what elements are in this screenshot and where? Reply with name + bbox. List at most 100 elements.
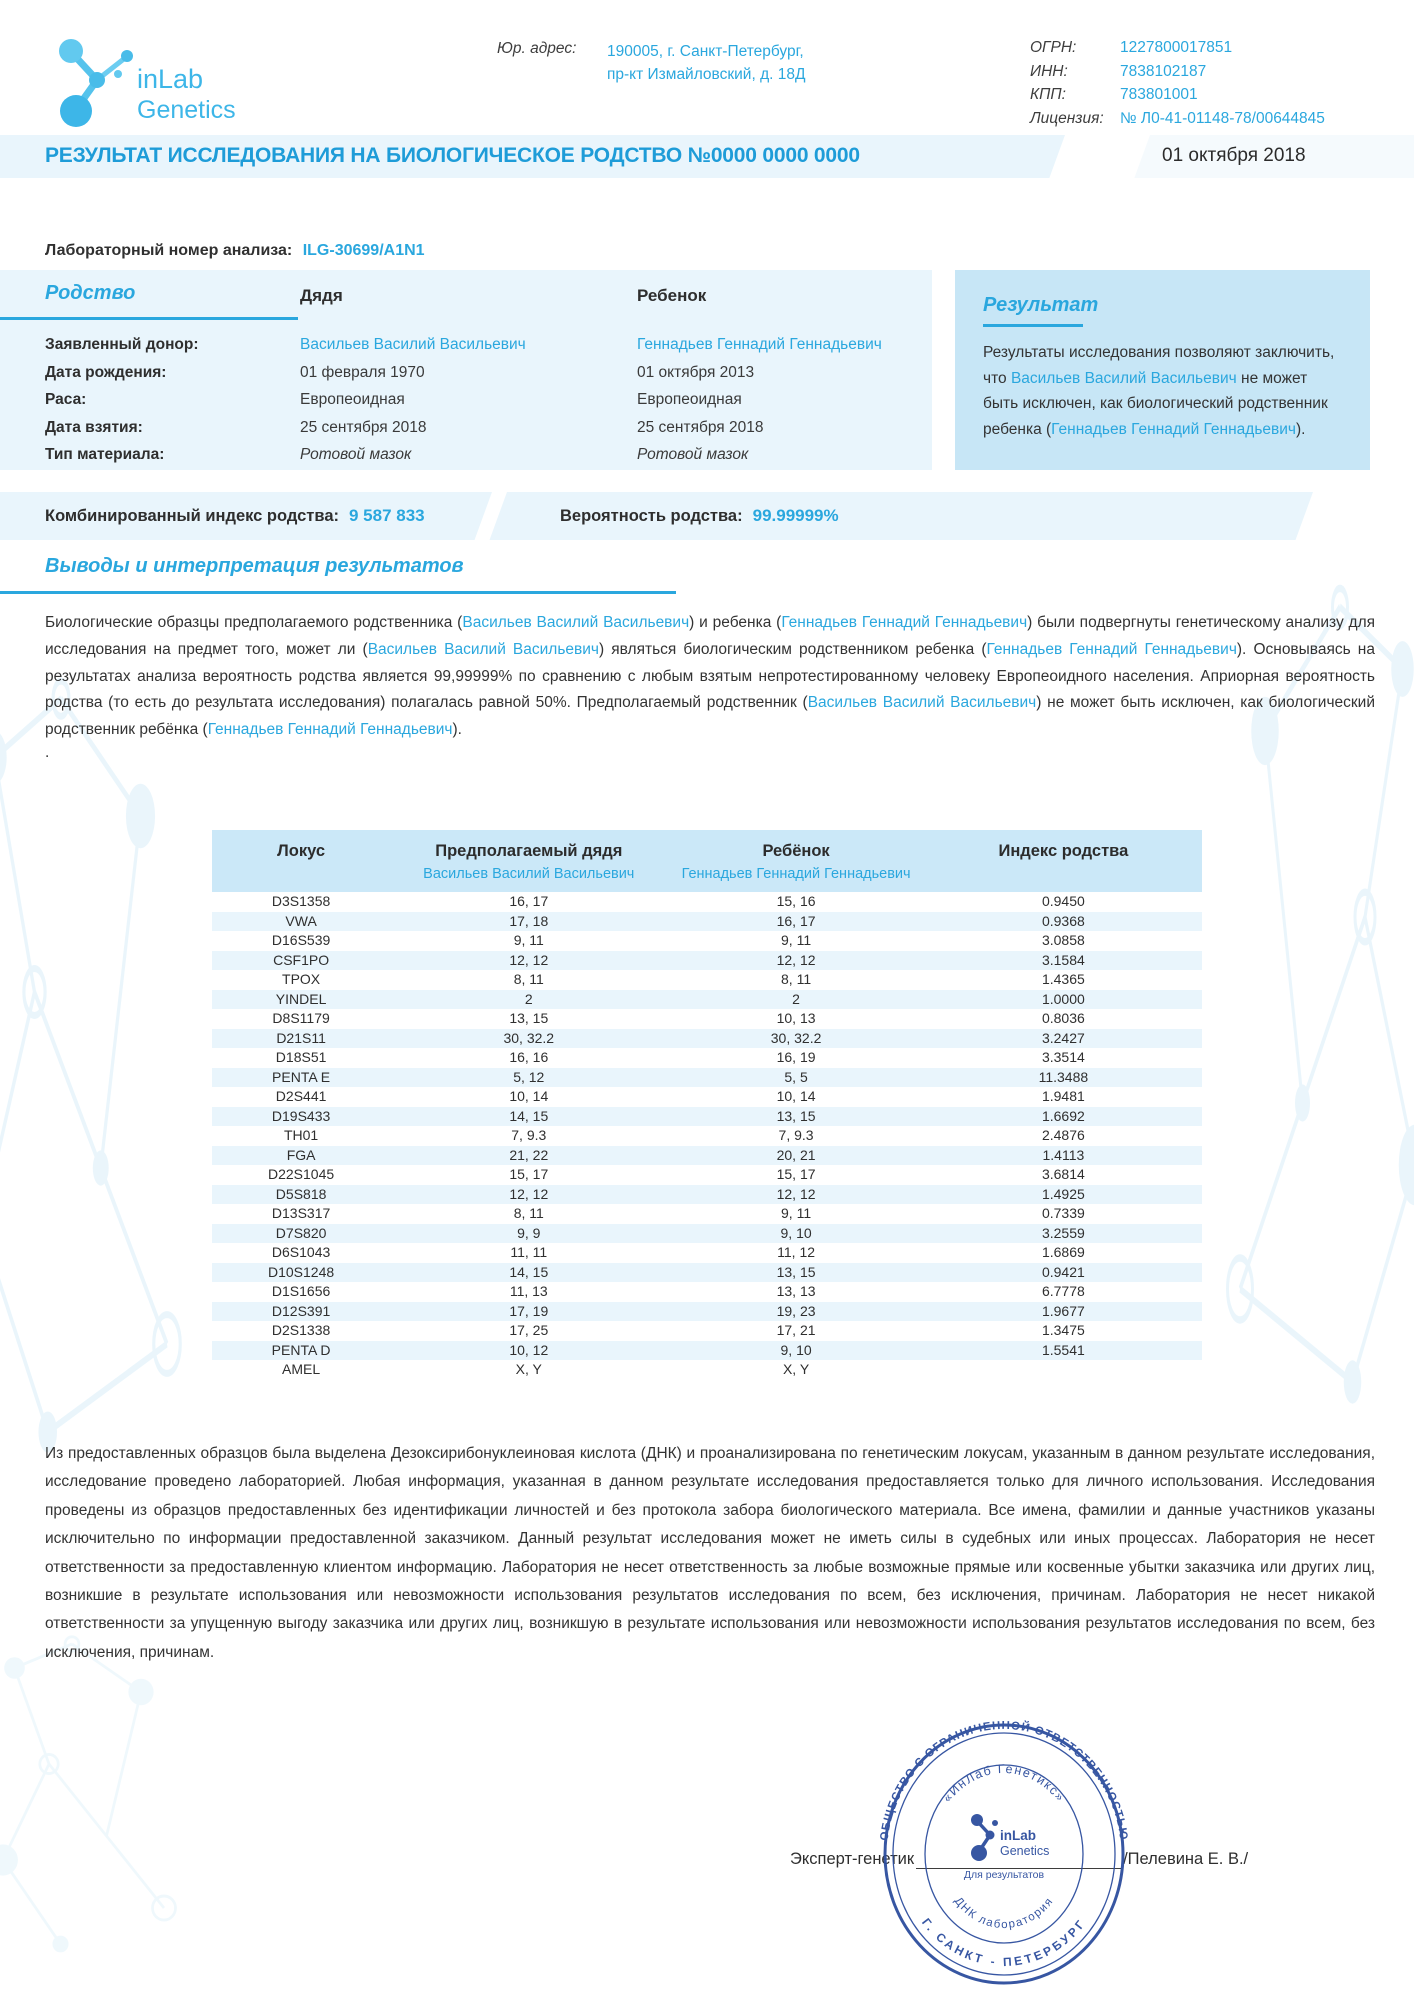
company-stamp: ОБЩЕСТВО С ОГРАНИЧЕННОЙ ОТВЕТСТВЕННОСТЬЮ… [879,1720,1128,1985]
table-row: TPOX 8, 11 8, 11 1.4365 [212,970,1202,990]
text-segment: ) были подвергнуты генетическому анализу… [45,614,1376,658]
disclaimer-paragraph: Из предоставленных образцов была выделен… [45,1445,1375,1661]
stray-period: . [45,744,50,761]
table-cell: 3.2427 [1041,1029,1085,1046]
table-cell: 15, 16 [776,893,816,909]
table-cell: 5, 12 [513,1068,545,1085]
text-segment: Результаты исследования позволяют заключ… [983,344,1335,387]
text-segment: Биологические образцы предполагаемого ро… [45,614,463,631]
table-row: D10S1248 14, 15 13, 15 0.9421 [212,1262,1202,1282]
uncle-collection-date: 25 сентября 2018 [300,418,427,436]
combined-index-value: 9 587 833 [349,506,425,525]
table-row: D12S391 17, 19 19, 23 1.9677 [212,1301,1202,1321]
signature-name: /Пелевина Е. В./ [1123,1850,1249,1868]
table-cell: 17, 18 [509,912,549,929]
document-title: РЕЗУЛЬТАТ ИССЛЕДОВАНИЯ НА БИОЛОГИЧЕСКОЕ … [45,144,860,167]
text-segment: ) и ребенка ( [689,614,782,631]
table-row: D19S433 14, 15 13, 15 1.6692 [212,1106,1202,1126]
table-row: D8S1179 13, 15 10, 13 0.8036 [212,1009,1202,1029]
kpp-value: 783801001 [1120,86,1198,103]
table-row: TH01 7, 9.3 7, 9.3 2.4876 [212,1126,1202,1146]
table-cell: D5S818 [275,1185,327,1202]
table-cell: 13, 13 [776,1283,816,1299]
table-cell: 11, 11 [510,1244,548,1260]
row-label: Тип материала: [45,446,165,463]
table-row: VWA 17, 18 16, 17 0.9368 [212,911,1202,931]
svg-text:ДНК лаборатория: ДНК лаборатория [952,1895,1056,1931]
child-name: Геннадьев Геннадий Геннадьевич [637,336,882,353]
company-legal-info: ОГРН: 1227800017851 ИНН: 7838102187 КПП:… [1030,36,1325,130]
child-details: Геннадьев Геннадий Геннадьевич 01 октябр… [637,331,882,469]
svg-text:Genetics: Genetics [1000,1844,1049,1858]
table-row: CSF1PO 12, 12 12, 12 3.1584 [212,950,1202,970]
str-loci-table: Локус Предполагаемый дядя Васильев Васил… [212,830,1202,1380]
table-cell: 16, 17 [509,893,549,909]
table-cell: 20, 21 [776,1146,816,1163]
table-cell: 17, 25 [509,1322,549,1338]
table-cell: D22S1045 [268,1166,335,1182]
table-cell: 0.7339 [1041,1205,1085,1221]
table-cell: 8, 11 [513,971,544,987]
text-segment: ) являться биологическим родственником р… [599,640,987,658]
conclusions-paragraph: Биологические образцы предполагаемого ро… [45,610,1375,744]
result-panel: Результат Результаты исследования позвол… [955,270,1370,470]
license-value: № Л0-41-01148-78/00644845 [1120,109,1325,127]
table-cell: 11.3488 [1038,1068,1089,1085]
table-row: D21S11 30, 32.2 30, 32.2 3.2427 [212,1028,1202,1048]
child-genotype-column-header: Ребёнок Геннадьев Геннадий Геннадьевич [667,830,925,892]
table-cell: D2S441 [275,1088,327,1104]
table-cell: 1.5541 [1041,1341,1085,1358]
uncle-race: Европеоидная [300,391,405,408]
table-cell: D13S317 [271,1205,331,1221]
table-cell: 8, 11 [513,1205,544,1221]
result-heading: Результат [983,294,1099,316]
person-name: Геннадьев Геннадий Геннадьевич [1051,420,1296,438]
table-cell: 15, 17 [509,1166,549,1182]
table-cell: X, Y [782,1361,810,1377]
table-cell: 3.3514 [1041,1049,1085,1065]
table-row: D22S1045 15, 17 15, 17 3.6814 [212,1165,1202,1185]
table-cell: 13, 15 [776,1107,816,1124]
legal-row-ogrn: ОГРН: 1227800017851 [1030,36,1325,60]
ogrn-value: 1227800017851 [1120,39,1233,56]
table-cell: 1.3475 [1041,1322,1085,1338]
table-cell: 13, 15 [776,1263,816,1280]
table-cell: FGA [286,1146,316,1163]
table-cell: YINDEL [275,990,327,1007]
table-cell: 10, 13 [776,1010,816,1026]
table-cell: 1.9481 [1041,1088,1085,1104]
table-cell: 30, 32.2 [770,1029,822,1046]
table-cell: D6S1043 [271,1244,331,1260]
table-cell: TPOX [282,971,321,987]
table-cell: 9, 11 [781,1205,812,1221]
table-cell: D21S11 [276,1029,326,1046]
uncle-column-header: Дядя [300,286,343,305]
table-cell: 9, 9 [517,1224,541,1241]
address-line: 190005, г. Санкт-Петербург, [607,43,804,60]
table-cell: 16, 17 [776,912,816,929]
table-cell: D16S539 [271,932,331,948]
index-column-header: Индекс родства [924,830,1202,892]
kpp-label: КПП: [1030,86,1066,103]
table-cell: 0.9450 [1041,893,1085,909]
legal-address-label: Юр. адрес: [497,40,577,57]
table-cell [925,1360,1202,1380]
table-cell: D18S51 [275,1049,327,1065]
table-cell: 3.2559 [1041,1224,1085,1241]
row-label: Дата рождения: [45,363,167,381]
person-name: Геннадьев Геннадий Геннадьевич [986,640,1237,658]
combined-index: Комбинированный индекс родства: 9 587 83… [45,492,425,540]
table-cell: 12, 12 [776,951,816,968]
table-cell: 1.4925 [1041,1185,1085,1202]
table-cell: D2S1338 [271,1322,331,1338]
molecule-decoration-bottom [0,1635,177,1953]
table-cell: 10, 12 [509,1341,549,1358]
table-cell: 9, 11 [781,932,812,948]
uncle-genotype-subheader: Васильев Василий Васильевич [423,866,635,882]
address-line: пр-кт Измайловский, д. 18Д [607,66,806,83]
table-row: D6S1043 11, 11 11, 12 1.6869 [212,1243,1202,1263]
signature-line [916,1852,1122,1869]
table-cell: 5, 5 [784,1068,808,1085]
row-label: Заявленный донор: [45,336,199,353]
text-segment: ). [1295,420,1306,438]
